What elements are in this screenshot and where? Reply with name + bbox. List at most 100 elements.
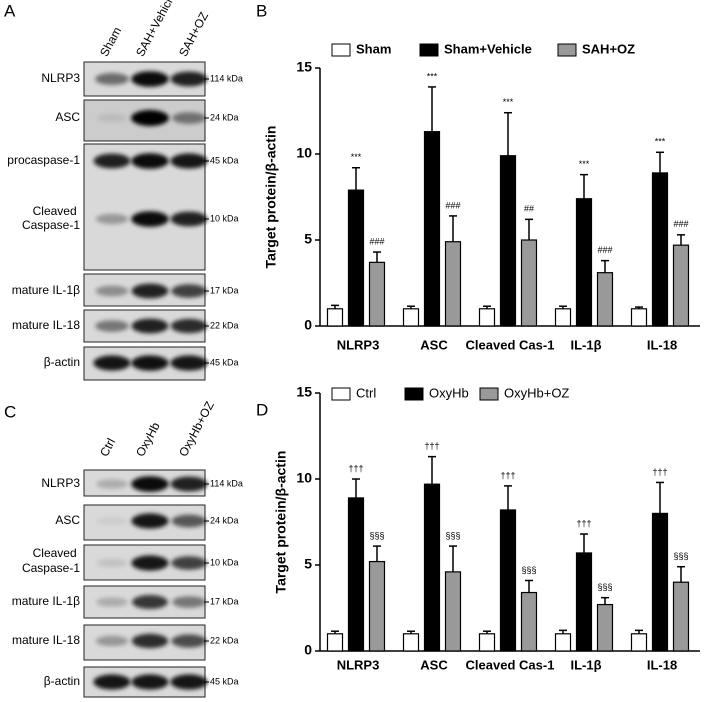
x-tick-label: NLRP3 [337, 337, 380, 352]
band [95, 213, 129, 225]
significance-label: §§§ [369, 530, 384, 540]
row-label: β-actin [44, 674, 80, 688]
y-tick-label: 15 [296, 59, 312, 75]
bar [651, 172, 669, 327]
significance-label: ††† [424, 441, 439, 451]
size-label: 45 kDa [210, 676, 239, 686]
lane-label: Sham [97, 25, 124, 59]
significance-label: *** [351, 152, 362, 162]
row-label: β-actin [44, 355, 80, 369]
band [132, 595, 168, 609]
size-label: 24 kDa [210, 515, 239, 525]
legend-label: Sham+Vehicle [444, 41, 532, 56]
bar [402, 633, 420, 652]
lane-label: OxyHb [133, 420, 163, 459]
size-label: 10 kDa [210, 213, 239, 223]
band [131, 318, 169, 334]
bar [554, 633, 572, 652]
significance-label: ### [369, 236, 384, 246]
bar [326, 633, 344, 652]
significance-label: ††† [348, 463, 363, 473]
significance-label: ## [524, 204, 534, 214]
band [172, 596, 206, 608]
band [131, 555, 169, 571]
panel-label: A [4, 1, 16, 20]
row-label: mature IL-1β [12, 594, 80, 608]
x-tick-label: ASC [420, 657, 448, 672]
x-tick-label: Cleaved Cas-1 [466, 657, 555, 672]
size-label: 17 kDa [210, 285, 239, 295]
band [170, 71, 208, 87]
band [131, 283, 169, 299]
panel-label: C [4, 402, 16, 421]
bar [672, 581, 690, 652]
x-tick-label: IL-18 [647, 657, 677, 672]
bar [520, 239, 538, 327]
band [95, 285, 129, 297]
band [131, 355, 169, 371]
band [131, 110, 169, 126]
x-tick-label: IL-18 [647, 337, 677, 352]
legend-label: OxyHb+OZ [504, 385, 569, 400]
band [96, 113, 128, 123]
band [96, 516, 128, 526]
band [95, 320, 129, 332]
y-axis-label: Target protein/β-actin [273, 451, 289, 594]
y-tick-label: 0 [304, 642, 312, 658]
y-tick-label: 5 [304, 556, 312, 572]
band [170, 674, 208, 690]
y-axis-label: Target protein/β-actin [263, 126, 279, 269]
legend-label: Ctrl [356, 385, 376, 400]
band [171, 284, 207, 298]
legend-swatch [404, 387, 424, 401]
band [96, 597, 128, 607]
band [93, 153, 131, 169]
significance-label: ††† [576, 518, 591, 528]
size-label: 45 kDa [210, 357, 239, 367]
panel-label: D [256, 400, 268, 419]
bar [575, 552, 593, 652]
bar [499, 509, 517, 652]
band [170, 153, 208, 169]
row-label: NLRP3 [41, 476, 80, 490]
band [131, 153, 169, 169]
bar [554, 308, 572, 327]
x-tick-label: Cleaved Cas-1 [466, 337, 555, 352]
lane-label: OxyHb+OZ [176, 399, 217, 459]
size-label: 17 kDa [210, 596, 239, 606]
bar [444, 241, 462, 327]
legend-swatch [419, 43, 439, 57]
row-label: Cleaved Caspase-1 [22, 204, 80, 232]
band [131, 513, 169, 529]
bar [347, 189, 365, 327]
bar [651, 512, 669, 652]
significance-label: §§§ [673, 551, 688, 561]
legend-label: OxyHb [429, 385, 469, 400]
significance-label: ††† [652, 467, 667, 477]
bar [444, 571, 462, 652]
row-label: Cleaved Caspase-1 [22, 546, 80, 575]
band [96, 479, 128, 489]
row-label: mature IL-18 [12, 633, 80, 647]
size-label: 114 kDa [210, 73, 243, 83]
significance-label: *** [655, 137, 666, 147]
significance-label: ### [445, 200, 460, 210]
x-tick-label: IL-1β [570, 337, 601, 352]
bar [423, 483, 441, 652]
band [95, 635, 129, 647]
band [131, 71, 169, 87]
bar [520, 591, 538, 652]
bar [368, 560, 386, 652]
significance-label: ### [597, 245, 612, 255]
significance-label: *** [579, 159, 590, 169]
row-label: mature IL-18 [12, 318, 80, 332]
y-tick-label: 10 [296, 145, 312, 161]
band [131, 674, 169, 690]
significance-label: *** [427, 71, 438, 81]
legend-swatch [331, 387, 351, 401]
row-label: mature IL-1β [12, 283, 80, 297]
size-label: 22 kDa [210, 635, 239, 645]
lane-label: SAH+OZ [176, 10, 211, 59]
bar [368, 261, 386, 327]
x-tick-label: NLRP3 [337, 657, 380, 672]
